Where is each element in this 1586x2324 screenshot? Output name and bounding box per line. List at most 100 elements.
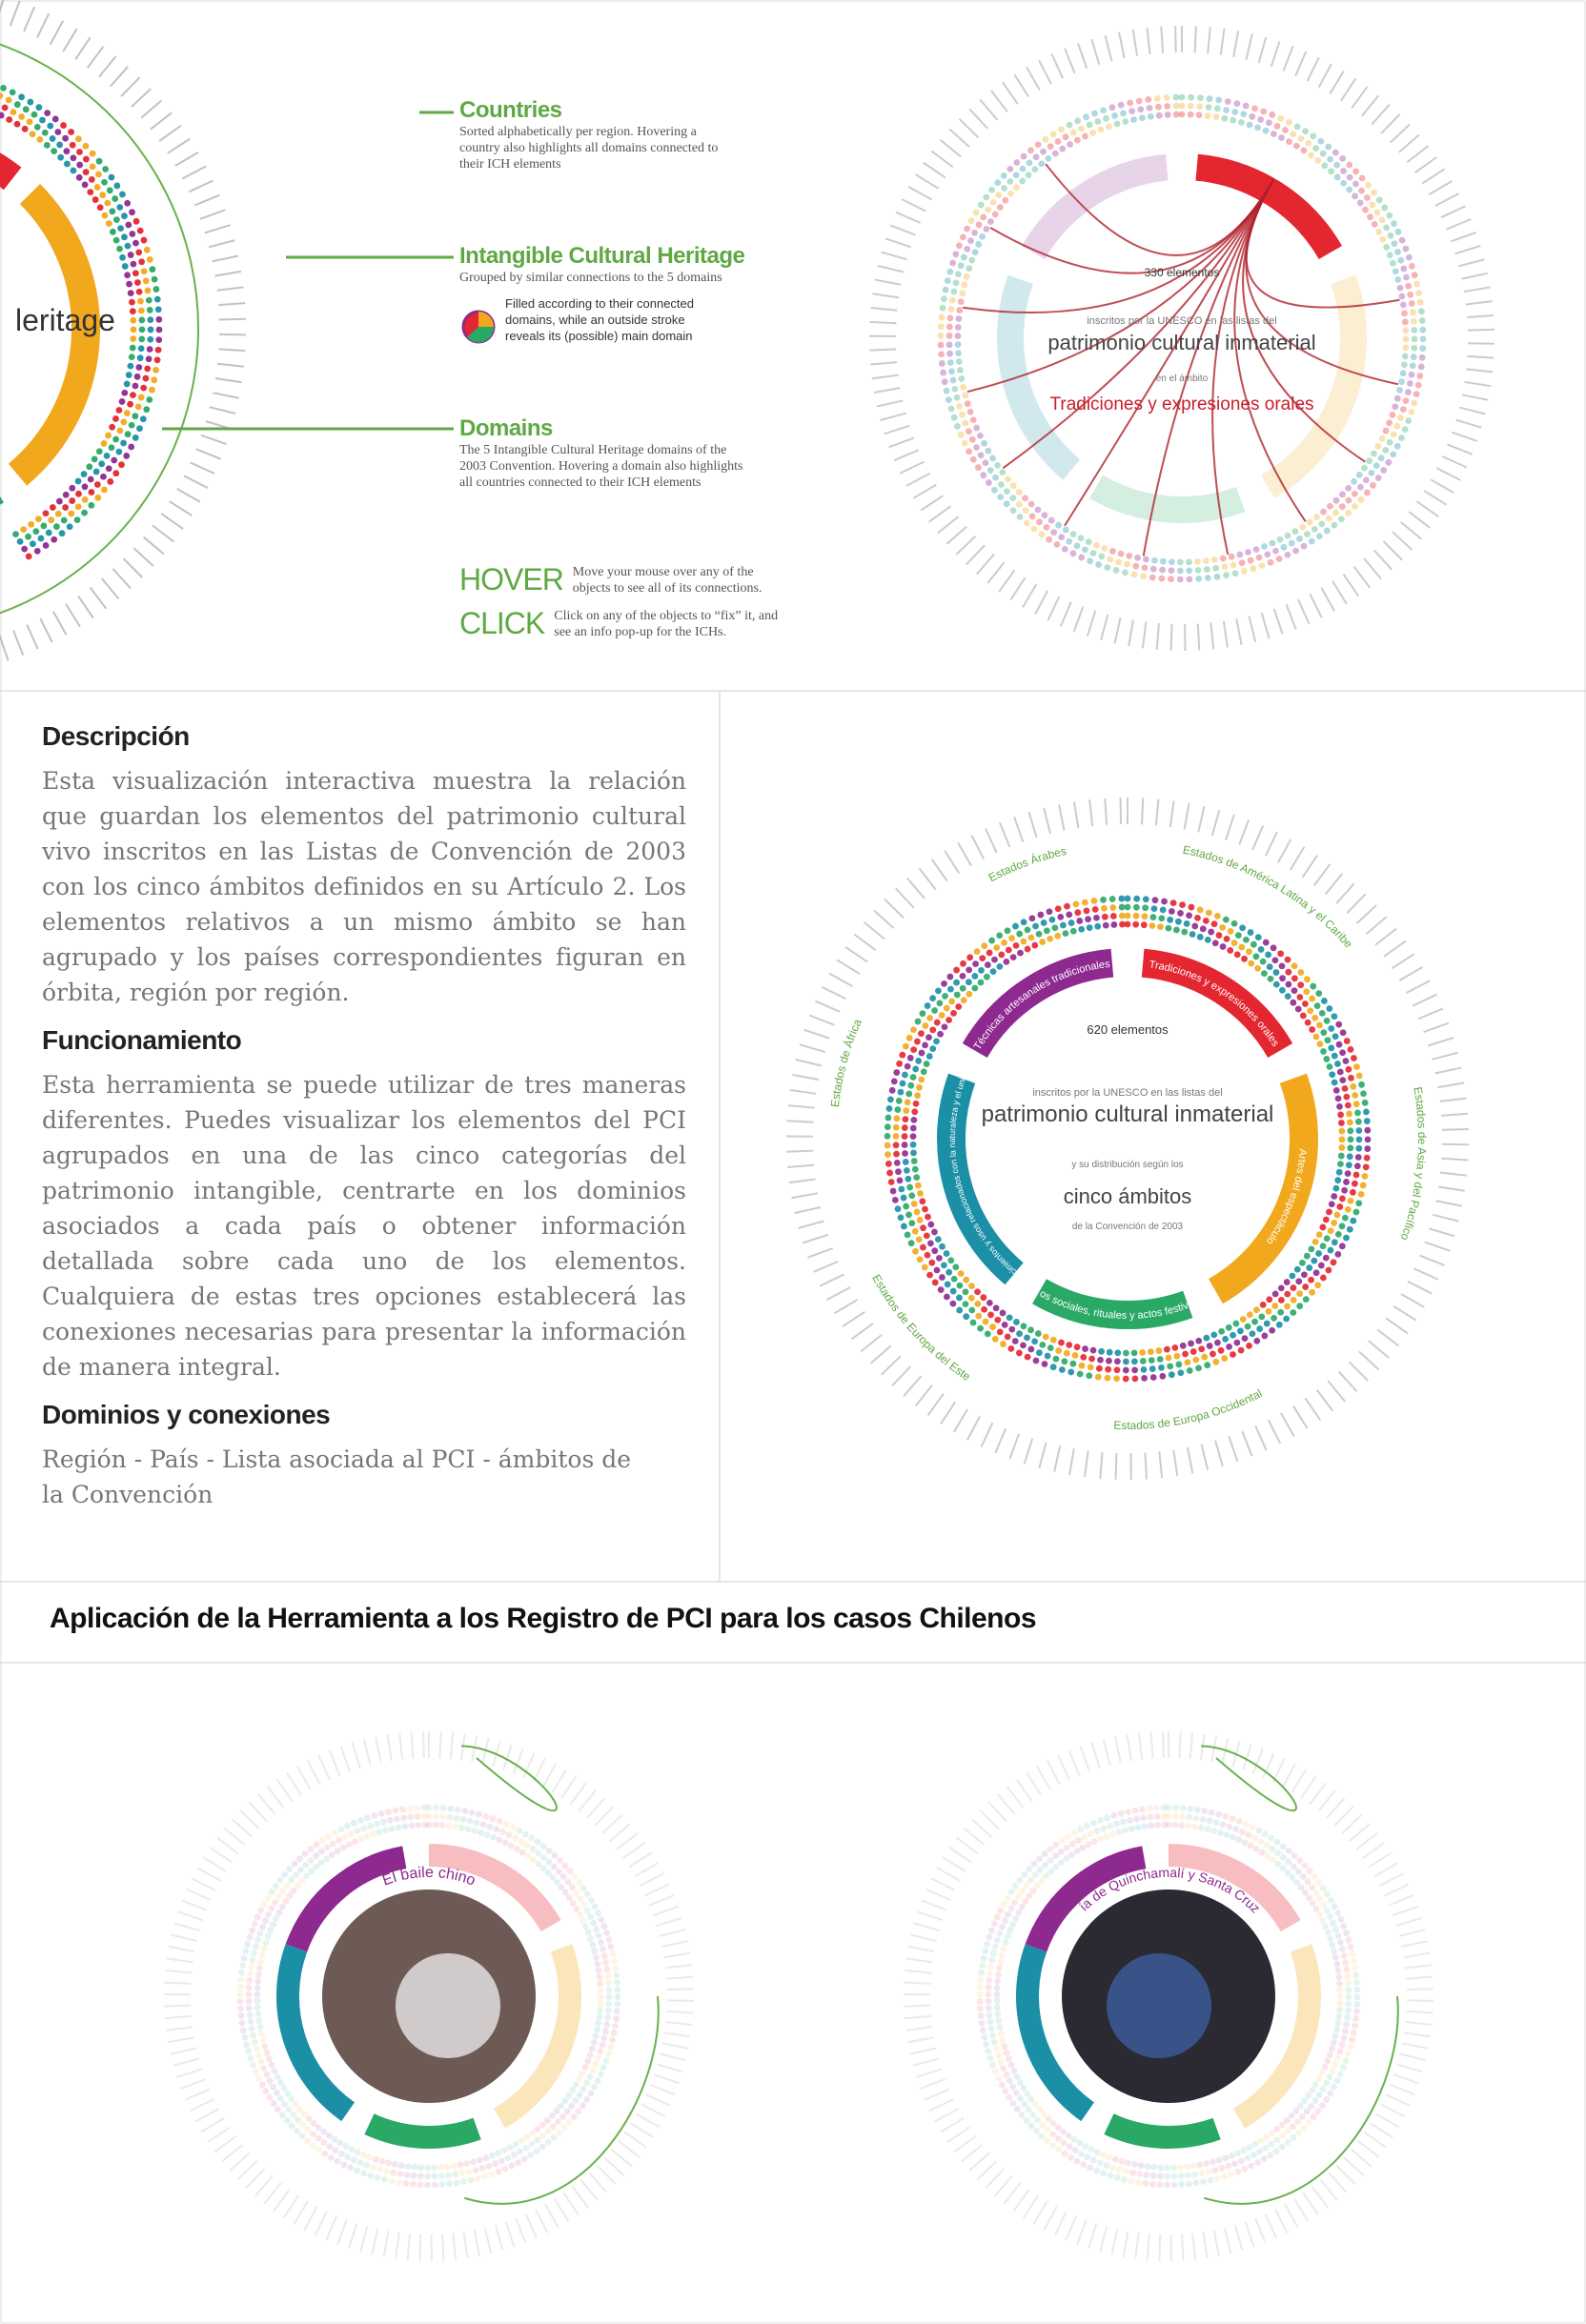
ich-dot: [50, 504, 56, 511]
ich-dot: [937, 1031, 944, 1038]
ich-dot: [1053, 1864, 1060, 1870]
ich-dot: [389, 1826, 396, 1832]
ich-dot: [966, 954, 973, 960]
ich-dot: [1332, 1013, 1338, 1020]
ich-dot: [970, 456, 977, 463]
ich-dot: [971, 230, 978, 236]
ich-dot: [1391, 220, 1397, 227]
country-label: [1009, 1434, 1019, 1459]
ich-dot: [903, 1159, 909, 1165]
ich-dot: [1001, 2043, 1007, 2050]
country-label: [412, 1732, 414, 1759]
ich-dot: [129, 209, 135, 215]
country-label: [664, 1953, 691, 1958]
ich-dot: [1234, 2150, 1241, 2156]
ich-dot: [1010, 954, 1017, 960]
ich-dot: [458, 1825, 465, 1831]
ich-dot: [1261, 970, 1268, 977]
country-label: [964, 1829, 985, 1846]
country-label: [485, 2228, 492, 2253]
ich-dot: [465, 1826, 472, 1832]
country-label: [210, 407, 235, 414]
ich-dot: [961, 997, 967, 1003]
ich-dot: [107, 187, 113, 193]
legend-title: Countries: [459, 97, 736, 124]
ich-dot: [896, 1098, 903, 1104]
ich-dot: [1280, 1865, 1287, 1871]
country-label: [1341, 78, 1356, 100]
ich-dot: [1037, 1867, 1044, 1873]
ich-dot: [568, 2103, 575, 2110]
ich-dot: [1284, 1279, 1291, 1285]
ich-dot: [604, 2014, 611, 2021]
ich-dot: [1364, 1155, 1371, 1162]
country-label: [152, 526, 173, 542]
ich-dot: [1284, 2117, 1291, 2124]
ich-dot: [539, 2132, 546, 2139]
ich-dot: [1169, 558, 1175, 565]
ich-dot: [1348, 1046, 1354, 1053]
country-label: [969, 109, 987, 129]
ich-dot: [1172, 1805, 1179, 1811]
ich-dot: [958, 432, 965, 438]
ich-dot: [275, 1893, 282, 1900]
ich-dot: [1381, 205, 1388, 212]
ich-dot: [139, 327, 146, 333]
ich-dot: [135, 249, 142, 255]
country-label: [1339, 1371, 1357, 1391]
country-label: [1406, 1977, 1433, 1979]
ich-dot: [1131, 2161, 1138, 2168]
ich-dot: [1285, 981, 1291, 988]
ich-dot: [1033, 153, 1040, 160]
ich-dot: [1271, 1315, 1277, 1322]
ich-dot: [1064, 1845, 1070, 1851]
ich-dot: [1002, 2088, 1008, 2094]
country-label: [1275, 2210, 1288, 2233]
ich-dot: [1224, 1831, 1230, 1838]
ich-dot: [123, 453, 130, 459]
ich-dot: [1185, 1823, 1191, 1829]
ich-dot: [615, 1993, 621, 2000]
ich-dot: [1286, 138, 1292, 145]
country-label: [913, 2059, 939, 2066]
ich-dot: [1411, 345, 1417, 352]
ich-dot: [559, 2113, 566, 2120]
ich-dot: [260, 2065, 267, 2071]
ich-dot: [1095, 561, 1102, 568]
ich-dot: [1184, 1359, 1190, 1365]
country-label: [451, 1732, 454, 1759]
ich-dot: [1223, 572, 1230, 578]
ich-dot: [1324, 1235, 1331, 1242]
ich-dot: [116, 428, 123, 434]
ich-dot: [1403, 246, 1410, 253]
ich-dot: [1131, 572, 1138, 578]
ich-dot: [603, 1930, 610, 1936]
country-label: [908, 1947, 935, 1951]
ich-dot: [109, 174, 115, 181]
country-label: [884, 426, 910, 434]
ich-dot: [1141, 921, 1148, 928]
ich-dot: [908, 1220, 915, 1226]
ich-dot: [1217, 1829, 1224, 1836]
ich-dot: [1315, 2075, 1322, 2082]
ich-dot: [279, 1888, 286, 1894]
ich-dot: [1187, 1806, 1193, 1812]
ich-dot: [34, 124, 41, 131]
country-label: [423, 1731, 424, 1758]
country-label: [815, 1001, 840, 1012]
ich-dot: [1324, 1908, 1331, 1914]
ich-dot: [1335, 1231, 1342, 1238]
ich-dot: [1294, 1266, 1301, 1273]
ich-dot: [1323, 2080, 1330, 2087]
ich-dot: [75, 491, 82, 497]
ich-dot: [1070, 550, 1077, 556]
country-label: [178, 1911, 204, 1920]
ich-dot: [138, 308, 145, 314]
country-label: [1435, 1201, 1461, 1206]
ich-dot: [452, 1824, 458, 1830]
ich-dot: [116, 204, 123, 211]
ich-dot: [982, 1948, 988, 1954]
ich-dot: [1262, 1831, 1269, 1838]
ich-dot: [396, 1824, 402, 1830]
country-label: [143, 537, 163, 555]
